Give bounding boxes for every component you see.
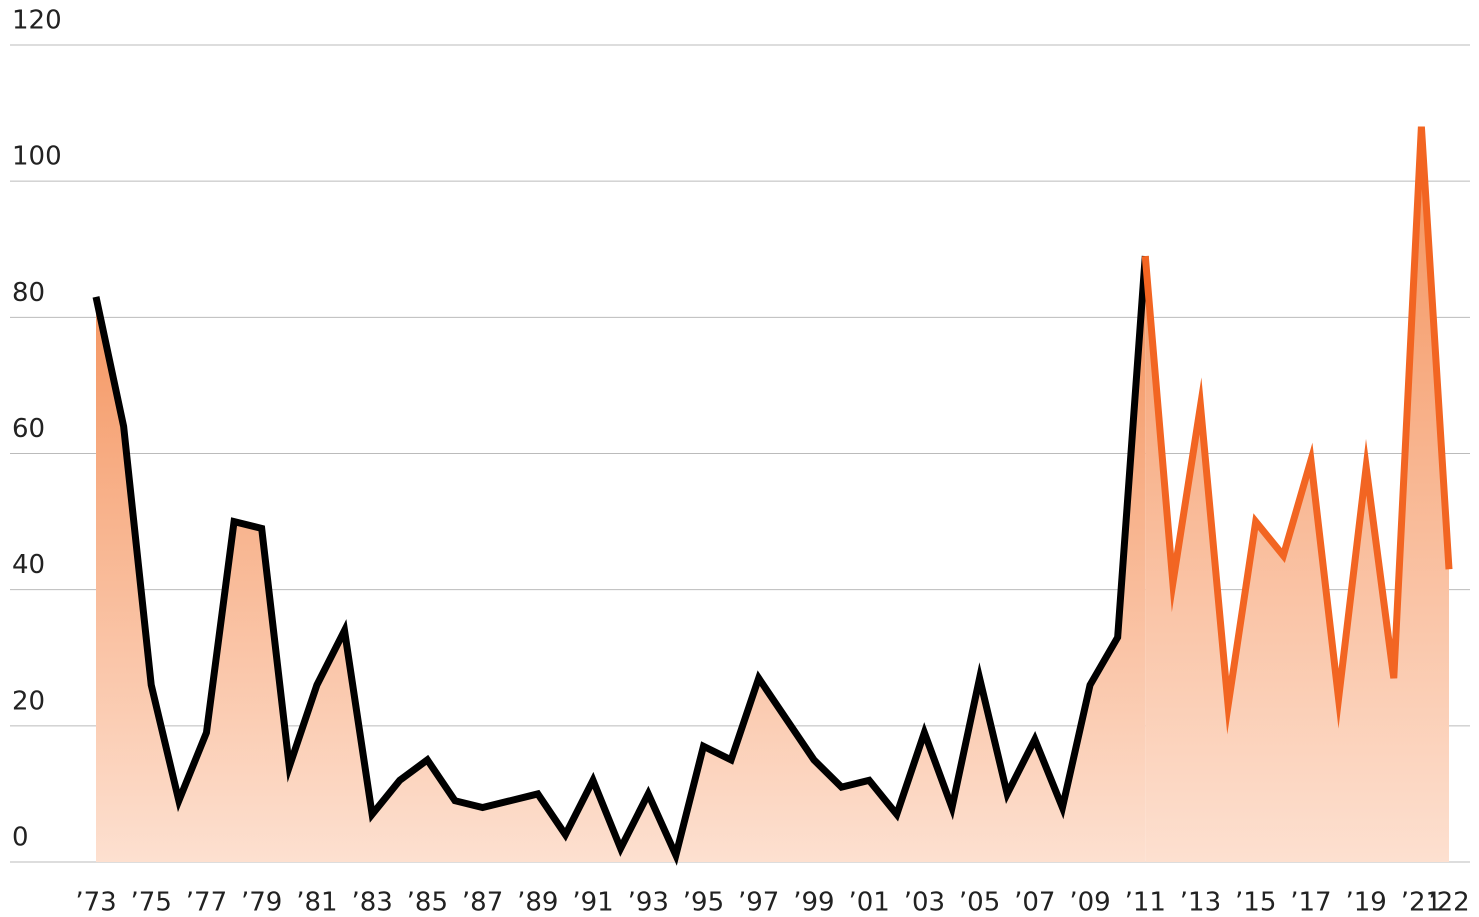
x-tick-label: ’21 <box>1401 888 1442 917</box>
x-tick-label: ’87 <box>462 888 503 917</box>
x-tick-label: ’07 <box>1014 888 1055 917</box>
x-tick-label: ’93 <box>628 888 669 917</box>
x-tick-label: ’77 <box>186 888 227 917</box>
y-tick-label: 120 <box>12 6 62 36</box>
x-tick-label: ’91 <box>572 888 613 917</box>
x-tick-label: ’97 <box>738 888 779 917</box>
line <box>1141 126 1453 735</box>
area <box>96 256 1146 862</box>
x-tick-label: ’75 <box>131 888 172 917</box>
x-tick-label: ’85 <box>407 888 448 917</box>
area <box>1145 126 1449 862</box>
x-tick-label: ’73 <box>75 888 116 917</box>
x-tick-label: ’13 <box>1180 888 1221 917</box>
x-tick-label: ’89 <box>517 888 558 917</box>
x-tick-label: ’03 <box>904 888 945 917</box>
y-tick-label: 80 <box>12 278 45 308</box>
x-tick-label: ’95 <box>683 888 724 917</box>
x-tick-label: ’17 <box>1290 888 1331 917</box>
x-tick-label: ’83 <box>351 888 392 917</box>
y-tick-label: 40 <box>12 550 45 580</box>
x-tick-label: ’09 <box>1069 888 1110 917</box>
x-tick-label: ’19 <box>1345 888 1386 917</box>
x-tick-label: ’15 <box>1235 888 1276 917</box>
line <box>92 255 1149 866</box>
x-tick-label: ’11 <box>1125 888 1166 917</box>
x-tick-label: ’05 <box>959 888 1000 917</box>
y-tick-label: 0 <box>12 823 29 853</box>
y-tick-label: 100 <box>12 142 62 172</box>
x-tick-label: ’81 <box>296 888 337 917</box>
x-tick-label: ’01 <box>848 888 889 917</box>
x-tick-label: ’22 <box>1428 888 1469 917</box>
y-tick-label: 60 <box>12 414 45 444</box>
x-tick-label: ’99 <box>793 888 834 917</box>
y-tick-label: 20 <box>12 686 45 716</box>
x-tick-label: ’79 <box>241 888 282 917</box>
